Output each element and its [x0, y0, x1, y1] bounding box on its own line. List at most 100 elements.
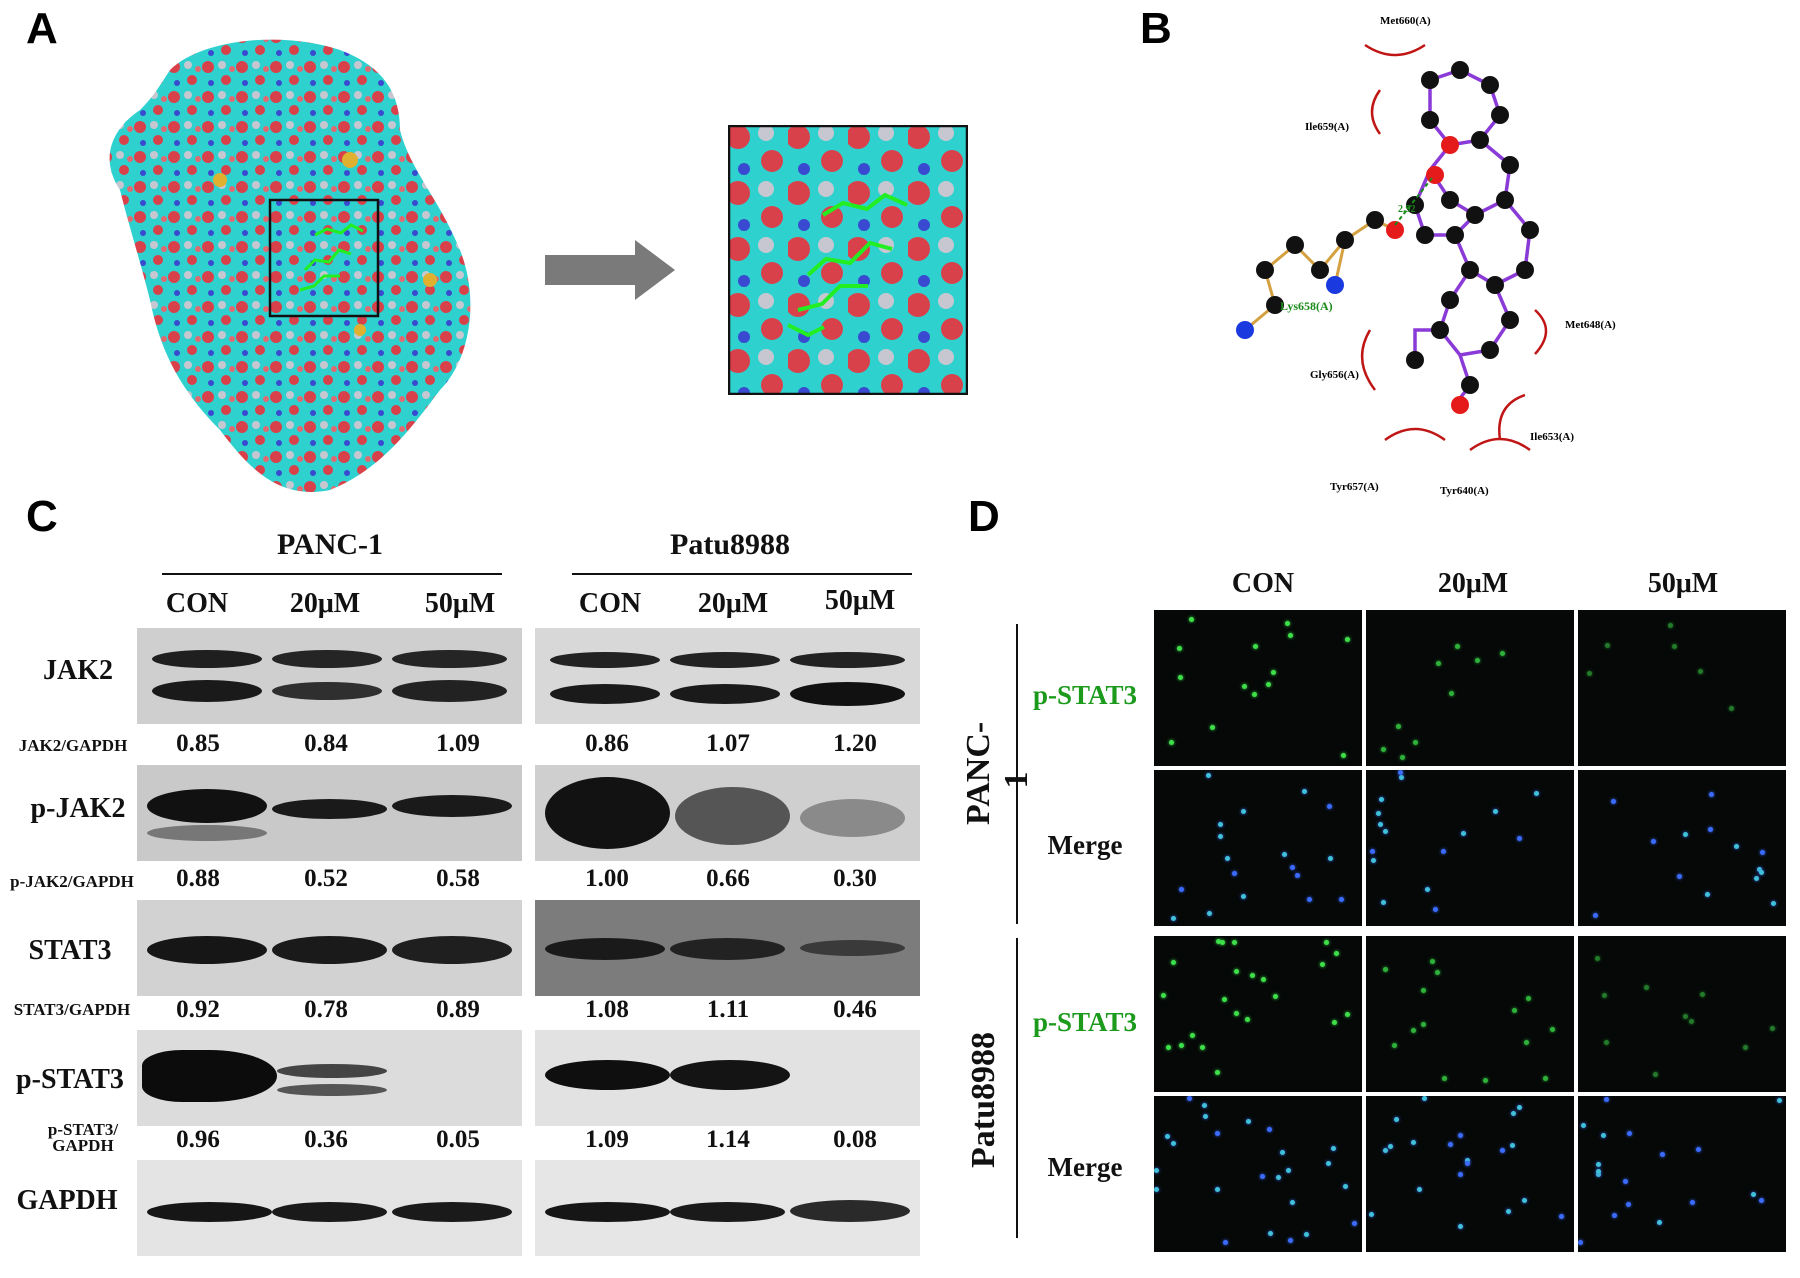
ratio-value: 1.11: [706, 996, 750, 1023]
cell-nucleus: [1210, 725, 1215, 730]
cell-nucleus: [1653, 1072, 1658, 1077]
panel-label-a: A: [26, 4, 58, 53]
cell-nucleus: [1154, 1168, 1159, 1173]
cell-nucleus: [1475, 658, 1480, 663]
cell-nucleus: [1441, 849, 1446, 854]
cell-nucleus: [1421, 1022, 1426, 1027]
ratio-value: 0.88: [176, 865, 220, 892]
ratio-value: 1.09: [436, 730, 480, 757]
cell-nucleus: [1190, 1033, 1195, 1038]
ratio-value: 0.30: [833, 865, 877, 892]
cell-nucleus: [1371, 858, 1376, 863]
cell-nucleus: [1524, 1040, 1529, 1045]
cell-nucleus: [1320, 962, 1325, 967]
micrograph-tile: [1578, 610, 1786, 766]
cell-nucleus: [1596, 1169, 1601, 1174]
cell-nucleus: [1302, 789, 1307, 794]
cell-nucleus: [1218, 822, 1223, 827]
cell-nucleus: [1512, 1008, 1517, 1013]
ratio-label-line: p-STAT3/: [47, 1120, 119, 1139]
cell-nucleus: [1543, 1076, 1548, 1081]
cell-nucleus: [1376, 811, 1381, 816]
blot-stat3-patu: [535, 900, 920, 996]
residue-label: Met660(A): [1380, 15, 1431, 27]
cell-nucleus: [1388, 1144, 1393, 1149]
cell-nucleus: [1220, 940, 1225, 945]
cell-nucleus: [1581, 1123, 1586, 1128]
cell-nucleus: [1177, 646, 1182, 651]
cell-nucleus: [1399, 775, 1404, 780]
micrograph-tile: [1578, 936, 1786, 1092]
cell-nucleus: [1332, 1020, 1337, 1025]
cell-nucleus: [1383, 967, 1388, 972]
protein-label: GAPDH: [16, 1185, 118, 1216]
micrograph-tile: [1154, 610, 1362, 766]
ratio-value: 0.66: [706, 865, 750, 892]
micrograph-tile: [1366, 936, 1574, 1092]
cell-nucleus: [1381, 900, 1386, 905]
ratio-value: 0.46: [833, 996, 877, 1023]
residue-label: Tyr640(A): [1440, 485, 1489, 497]
cell-nucleus: [1166, 1045, 1171, 1050]
cell-nucleus: [1343, 1184, 1348, 1189]
ratio-value: 1.20: [833, 730, 877, 757]
residue-label: Ile659(A): [1305, 121, 1349, 133]
cell-nucleus: [1708, 827, 1713, 832]
cell-nucleus: [1396, 724, 1401, 729]
cell-nucleus: [1202, 1103, 1207, 1108]
cell-nucleus: [1169, 740, 1174, 745]
ratio-value: 0.85: [176, 730, 220, 757]
cell-nucleus: [1604, 1097, 1609, 1102]
cell-nucleus: [1223, 1240, 1228, 1245]
condition-header: 50μM: [824, 585, 896, 616]
protein-label: p-JAK2: [30, 793, 126, 824]
ratio-value: 1.09: [585, 1126, 629, 1153]
cell-nucleus: [1511, 1111, 1516, 1116]
condition-header: 20μM: [697, 588, 769, 619]
cell-nucleus: [1587, 671, 1592, 676]
cell-nucleus: [1381, 747, 1386, 752]
cell-nucleus: [1273, 994, 1278, 999]
micrograph-tile: [1154, 1096, 1362, 1252]
micrograph-tile: [1366, 770, 1574, 926]
cell-nucleus: [1288, 633, 1293, 638]
cell-nucleus: [1657, 1220, 1662, 1225]
header-rule: [162, 573, 502, 575]
condition-header: CON: [165, 588, 229, 619]
cell-nucleus: [1234, 969, 1239, 974]
ratio-value: 0.05: [436, 1126, 480, 1153]
cell-nucleus: [1379, 797, 1384, 802]
cell-nucleus: [1411, 1028, 1416, 1033]
ratio-label: p-JAK2/GAPDH: [10, 872, 134, 891]
cell-nucleus: [1288, 1238, 1293, 1243]
micrograph-tile: [1366, 1096, 1574, 1252]
residue-label: Met648(A): [1565, 319, 1616, 331]
cell-nucleus: [1282, 852, 1287, 857]
cell-nucleus: [1455, 644, 1460, 649]
blot-pjak2-patu: [535, 765, 920, 861]
cell-nucleus: [1605, 643, 1610, 648]
cell-nucleus: [1612, 1213, 1617, 1218]
ratio-value: 0.78: [304, 996, 348, 1023]
cell-nucleus: [1345, 637, 1350, 642]
cell-nucleus: [1743, 1045, 1748, 1050]
cell-nucleus: [1215, 1070, 1220, 1075]
cell-nucleus: [1683, 1014, 1688, 1019]
cell-nucleus: [1596, 1172, 1601, 1177]
cell-nucleus: [1436, 661, 1441, 666]
cell-nucleus: [1252, 692, 1257, 697]
ratio-value: 0.89: [436, 996, 480, 1023]
blot-stat3-panc1: [137, 900, 522, 996]
cell-nucleus: [1189, 617, 1194, 622]
cell-nucleus: [1668, 623, 1673, 628]
group-bracket: [1016, 624, 1018, 924]
cell-nucleus: [1295, 873, 1300, 878]
header-rule: [572, 573, 912, 575]
cell-nucleus: [1203, 1114, 1208, 1119]
ratio-value: 1.07: [706, 730, 750, 757]
cell-nucleus: [1677, 874, 1682, 879]
protein-label: STAT3: [28, 935, 112, 966]
ratio-value: 0.58: [436, 865, 480, 892]
protein-surface-zoom: [728, 125, 968, 395]
